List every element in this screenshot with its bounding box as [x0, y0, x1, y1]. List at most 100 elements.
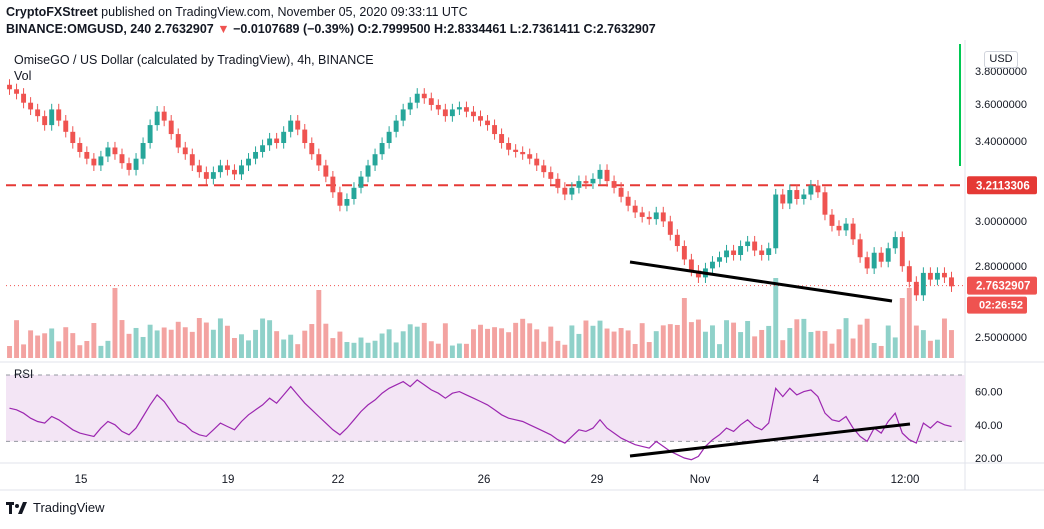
- candle-body: [717, 257, 722, 262]
- volume-bar: [119, 320, 125, 358]
- price-tick-label: 3.8000000: [975, 66, 1027, 78]
- volume-bar: [815, 330, 821, 358]
- volume-bar: [232, 338, 237, 358]
- volume-bar: [906, 288, 912, 358]
- candle-body: [133, 158, 139, 170]
- candle-body: [773, 194, 779, 249]
- countdown-tag: [967, 296, 1027, 314]
- volume-bar: [653, 331, 659, 358]
- volume-bar: [892, 337, 898, 358]
- candle-body: [295, 120, 301, 130]
- candle-body: [478, 116, 483, 121]
- candle-body: [801, 194, 807, 199]
- volume-legend: Vol: [14, 69, 32, 83]
- volume-bar: [288, 334, 294, 358]
- candle-body: [527, 154, 533, 159]
- candle-body: [463, 107, 469, 112]
- volume-bar: [316, 290, 322, 358]
- candle-body: [794, 190, 800, 199]
- volume-bar: [878, 345, 884, 358]
- tradingview-logo-icon: [6, 501, 27, 514]
- volume-bar: [393, 342, 399, 358]
- volume-bar: [337, 331, 343, 358]
- candle-body: [246, 158, 251, 166]
- candle-body: [583, 181, 589, 184]
- volume-bar: [843, 318, 849, 358]
- volume-bar: [407, 324, 413, 358]
- candle-body: [625, 196, 631, 206]
- volume-bar: [7, 346, 12, 358]
- candle-body: [28, 102, 34, 110]
- candle-body: [14, 89, 20, 94]
- candle-body: [323, 165, 329, 177]
- time-tick-label: 22: [332, 474, 345, 486]
- price-tick-label: 2.5000000: [975, 332, 1027, 344]
- price-tick-label: 2.8000000: [975, 261, 1027, 273]
- volume-bar: [56, 341, 62, 358]
- candle-body: [435, 104, 441, 110]
- candle-body: [35, 109, 41, 117]
- volume-bar: [625, 330, 631, 358]
- volume-bar: [210, 329, 216, 358]
- candle-body: [337, 192, 343, 206]
- candle-body: [787, 190, 793, 204]
- candle-body: [899, 237, 905, 267]
- candle-body: [618, 187, 624, 197]
- volume-bar: [885, 325, 891, 358]
- candle-body: [421, 93, 427, 99]
- candle-body: [232, 169, 237, 175]
- candle-body: [210, 172, 216, 179]
- candle-body: [154, 111, 160, 126]
- rsi-tick-label: 60.00: [975, 387, 1003, 399]
- candle-body: [70, 131, 76, 144]
- candle-body: [49, 109, 55, 126]
- publisher-name[interactable]: CryptoFXStreet: [6, 5, 98, 19]
- candle-body: [513, 149, 519, 152]
- candle-body: [590, 178, 596, 184]
- candle-body: [274, 138, 280, 144]
- candle-body: [344, 199, 350, 206]
- chart-legend-title: OmiseGO / US Dollar (calculated by Tradi…: [14, 53, 374, 67]
- candle-body: [119, 154, 125, 164]
- volume-bar: [646, 342, 652, 358]
- candle-body: [492, 125, 498, 135]
- volume-bar: [253, 329, 259, 358]
- volume-bar: [597, 320, 603, 358]
- candle-body: [541, 165, 547, 173]
- tradingview-logo[interactable]: TradingView: [6, 500, 105, 515]
- volume-bar: [42, 333, 48, 358]
- currency-button[interactable]: USD: [984, 51, 1018, 68]
- volume-bar: [77, 345, 83, 358]
- volume-bar: [534, 329, 540, 358]
- candle-body: [660, 212, 666, 222]
- candle-body: [850, 223, 856, 240]
- volume-bar: [189, 331, 195, 358]
- candle-body: [822, 192, 828, 215]
- candle-body: [724, 250, 729, 258]
- candle-body: [400, 109, 406, 121]
- candle-body: [913, 281, 919, 296]
- volume-bar: [365, 342, 371, 358]
- volume-bar: [224, 325, 230, 358]
- candle-body: [316, 154, 322, 166]
- resistance-price-tag-text: 3.2113306: [976, 180, 1030, 192]
- candle-body: [260, 145, 266, 152]
- countdown-tag-text: 02:26:52: [979, 300, 1023, 312]
- volume-bar: [463, 343, 469, 358]
- candle-body: [843, 223, 849, 231]
- candle-body: [534, 158, 540, 166]
- volume-bar: [239, 334, 244, 358]
- candle-body: [168, 120, 174, 135]
- last-price-tag: [967, 276, 1037, 295]
- volume-bar: [717, 344, 722, 358]
- volume-bar: [829, 343, 835, 358]
- volume-bar: [485, 328, 490, 358]
- candle-body: [927, 272, 933, 280]
- close-value: 2.7632907: [596, 22, 656, 36]
- volume-bar: [21, 344, 27, 358]
- volume-bar: [541, 341, 547, 358]
- volume-bar: [752, 336, 758, 358]
- candle-body: [548, 172, 554, 179]
- volume-bar: [688, 322, 694, 358]
